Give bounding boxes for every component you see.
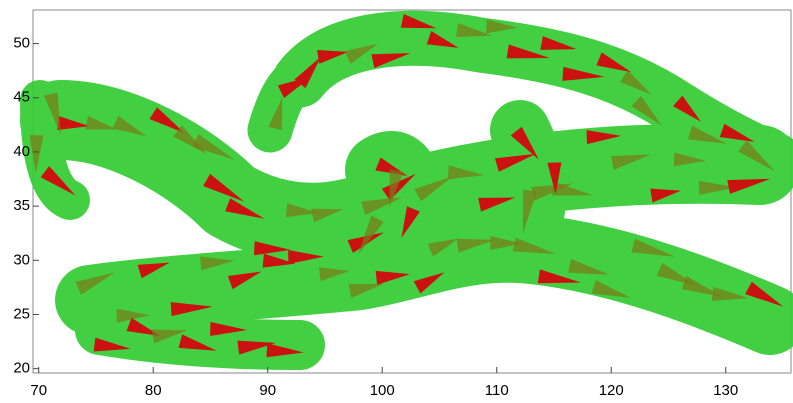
cone	[200, 256, 235, 271]
cone	[227, 271, 262, 290]
y-tick-label: 30	[13, 251, 30, 268]
cone	[688, 125, 727, 144]
cone	[225, 198, 265, 219]
cone	[490, 236, 522, 251]
cone	[112, 115, 147, 137]
cone	[137, 262, 170, 279]
cone	[537, 269, 581, 284]
cone	[455, 23, 493, 37]
cone	[631, 96, 662, 126]
cone	[631, 238, 676, 257]
cone	[151, 329, 188, 344]
cone	[75, 272, 115, 295]
y-tick-label: 45	[13, 89, 30, 106]
cone	[413, 272, 445, 294]
cone	[506, 44, 550, 59]
cone	[93, 337, 131, 352]
cone	[149, 107, 185, 134]
cone	[192, 134, 235, 160]
y-tick-label: 25	[13, 305, 30, 322]
cone	[426, 31, 459, 48]
cone	[317, 49, 349, 64]
cone	[610, 154, 652, 170]
cone	[361, 197, 403, 215]
cone	[456, 238, 495, 253]
x-tick-label: 110	[485, 382, 509, 399]
cone	[84, 115, 117, 130]
cone	[371, 53, 411, 68]
cone	[698, 180, 738, 195]
cone	[262, 253, 296, 268]
cone	[400, 14, 437, 29]
cone	[210, 322, 248, 337]
cone	[562, 66, 605, 81]
cone	[170, 302, 213, 317]
y-tick-label: 35	[13, 197, 30, 214]
cone	[358, 215, 384, 255]
cone	[738, 140, 775, 172]
cone	[40, 166, 76, 196]
cone	[512, 237, 556, 254]
cone	[552, 181, 594, 196]
cone	[288, 249, 324, 264]
y-tick-label: 20	[13, 360, 30, 377]
cone	[116, 308, 150, 323]
cone	[285, 203, 319, 218]
cone-field	[29, 14, 784, 358]
cone	[478, 197, 516, 212]
cone	[57, 116, 90, 131]
cone	[510, 126, 539, 160]
cone	[650, 188, 682, 203]
x-tick-label: 80	[145, 382, 162, 399]
x-tick-label: 90	[259, 382, 276, 399]
cone	[586, 130, 622, 145]
cone	[203, 173, 245, 202]
cone	[673, 95, 701, 122]
cone	[126, 317, 161, 337]
cone	[486, 19, 518, 34]
cone	[389, 169, 404, 208]
cone	[447, 165, 485, 180]
y-tick-label: 50	[13, 35, 30, 52]
cone	[268, 97, 283, 131]
cone	[375, 270, 410, 285]
axes: 70 80 90 100 110 120 130 20 25 30 35 40 45 50	[13, 35, 738, 399]
cone	[414, 176, 453, 202]
cone	[29, 135, 44, 174]
cone	[673, 152, 706, 167]
cone	[401, 206, 420, 238]
cone	[311, 208, 344, 223]
cone	[711, 287, 749, 301]
cone	[237, 340, 276, 355]
cone	[591, 280, 631, 298]
cone	[547, 162, 562, 194]
x-tick-label: 100	[370, 382, 395, 399]
y-tick-label: 40	[13, 143, 30, 160]
cone	[344, 43, 378, 64]
cone	[727, 178, 771, 194]
cone	[522, 189, 537, 234]
cone	[568, 258, 610, 275]
cone	[620, 70, 652, 95]
cone	[318, 267, 350, 282]
cone	[277, 76, 312, 99]
cone	[719, 123, 755, 142]
x-tick-label: 130	[713, 382, 738, 399]
cone	[43, 92, 61, 135]
cone	[348, 283, 384, 298]
x-tick-label: 120	[599, 382, 624, 399]
cone	[494, 153, 536, 172]
cone	[254, 241, 291, 256]
cone	[745, 281, 784, 307]
cone	[427, 238, 459, 257]
cone	[266, 343, 304, 358]
cone	[596, 52, 632, 73]
x-tick-label: 70	[30, 382, 47, 399]
cone	[178, 334, 217, 351]
cone	[540, 36, 577, 50]
